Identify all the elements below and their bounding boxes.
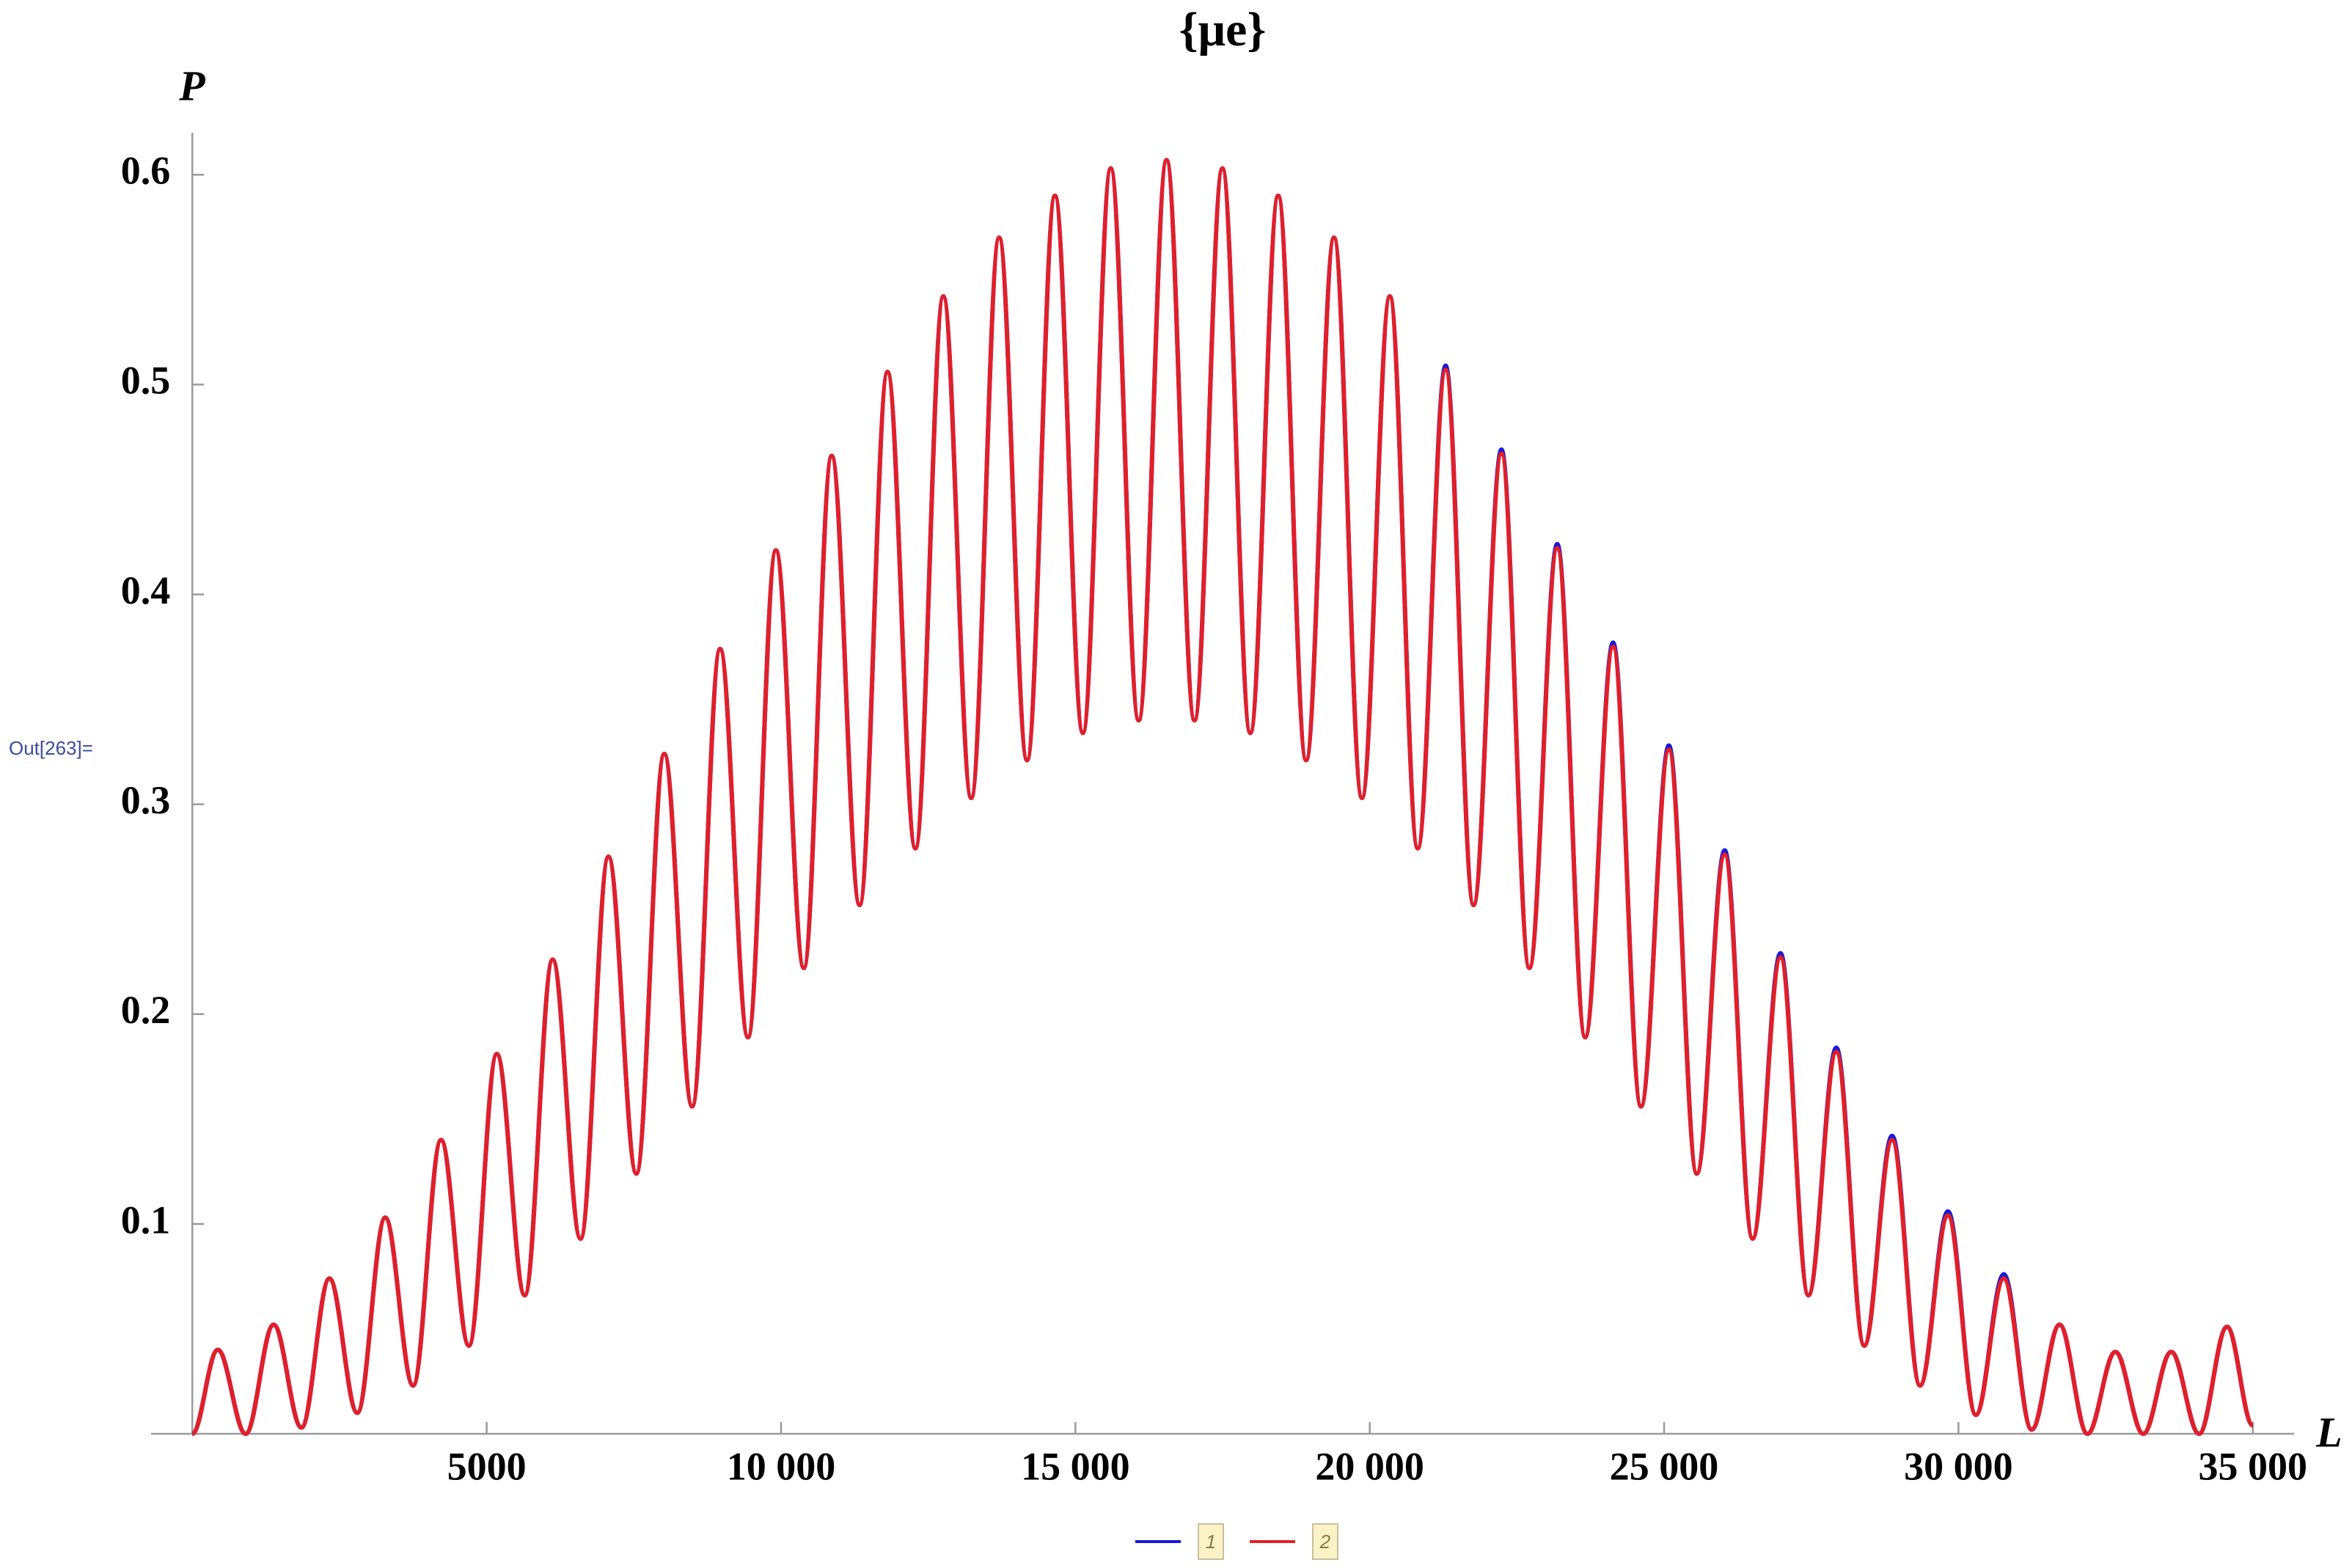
- y-axis-label: P: [178, 62, 205, 109]
- x-tick-label: 10 000: [727, 1444, 836, 1488]
- series-line: [191, 158, 2255, 1437]
- x-tick-label: 35 000: [2199, 1444, 2308, 1488]
- y-tick-label: 0.1: [121, 1198, 171, 1242]
- x-tick-label: 20 000: [1315, 1444, 1424, 1488]
- x-axis-label: L: [2315, 1408, 2342, 1456]
- y-tick-label: 0.3: [121, 778, 171, 822]
- y-tick-label: 0.6: [121, 149, 171, 193]
- legend-label: 1: [1206, 1531, 1216, 1553]
- cell-label: Out[263]=: [9, 737, 93, 759]
- legend-label: 2: [1319, 1531, 1331, 1553]
- legend-box: [1198, 1523, 1224, 1560]
- series-line: [191, 158, 2255, 1437]
- chart-title: {μe}: [1179, 3, 1267, 56]
- y-tick-label: 0.4: [121, 568, 171, 612]
- y-tick-label: 0.2: [121, 988, 171, 1032]
- x-tick-label: 15 000: [1021, 1444, 1130, 1488]
- legend-box: [1312, 1523, 1338, 1560]
- x-tick-label: 30 000: [1904, 1444, 2013, 1488]
- x-tick-label: 25 000: [1610, 1444, 1719, 1488]
- x-tick-label: 5000: [447, 1444, 527, 1488]
- y-tick-label: 0.5: [121, 359, 171, 403]
